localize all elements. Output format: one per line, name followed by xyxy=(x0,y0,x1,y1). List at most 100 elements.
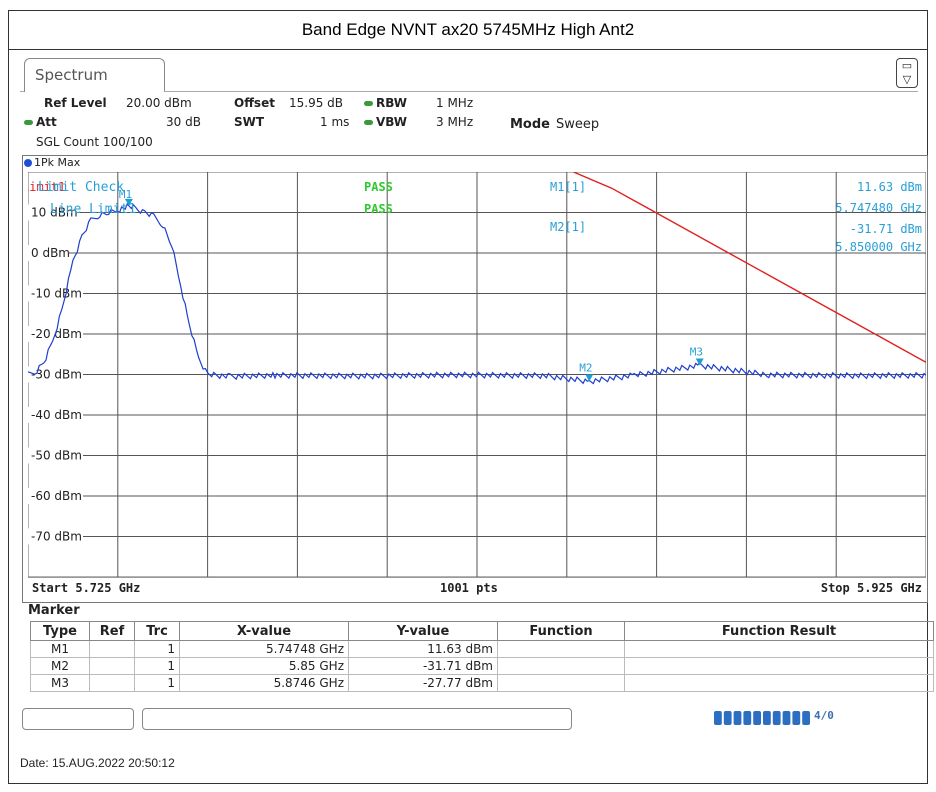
marker-table-header: Ref xyxy=(89,621,135,641)
marker-table-cell: -27.77 dBm xyxy=(348,674,498,692)
marker-table-cell: M1 xyxy=(30,640,90,658)
marker-table-cell: M3 xyxy=(30,674,90,692)
y-tick-label: -30 dBm xyxy=(31,368,82,382)
marker-table-header: Function xyxy=(497,621,625,641)
parameter-panel: Ref Level 20.00 dBm Offset 15.95 dB RBW … xyxy=(24,94,914,154)
limit-tag: Limit1 xyxy=(28,180,65,194)
marker3-tag: M3 xyxy=(690,345,703,358)
y-tick-label: -70 dBm xyxy=(31,530,82,544)
display-config-icon[interactable]: ▭ ▽ xyxy=(896,58,918,88)
trace-indicator-icon xyxy=(24,159,32,167)
coupled-indicator-icon xyxy=(24,120,33,125)
marker-table-header: X-value xyxy=(179,621,349,641)
pass-indicator: PASS xyxy=(364,180,393,194)
limit-check-label: Limit Check xyxy=(38,180,124,195)
progress-segment xyxy=(733,711,742,725)
page-title: Band Edge NVNT ax20 5745MHz High Ant2 xyxy=(9,11,927,50)
marker-table-cell: 11.63 dBm xyxy=(348,640,498,658)
tick-label-background xyxy=(28,204,76,221)
marker2-readout-label: M2[1] xyxy=(550,220,586,234)
trace-line xyxy=(28,202,926,385)
tick-label-background xyxy=(28,285,83,302)
tick-label-background xyxy=(28,488,83,504)
sgl-count: SGL Count 100/100 xyxy=(36,135,153,149)
tab-spectrum[interactable]: Spectrum xyxy=(24,58,165,92)
y-tick-label: -10 dBm xyxy=(31,287,82,301)
tab-divider xyxy=(164,91,918,92)
status-message-field xyxy=(142,708,572,730)
tick-label-background xyxy=(28,528,83,545)
offset-label: Offset xyxy=(234,96,275,110)
marker-table-cell xyxy=(497,674,625,692)
marker-table-row[interactable]: M2 1 5.85 GHz -31.71 dBm xyxy=(30,657,934,675)
rbw-value[interactable]: 1 MHz xyxy=(436,96,474,110)
sweep-points: 1001 pts xyxy=(440,581,498,595)
status-field-left xyxy=(22,708,134,730)
rbw-label: RBW xyxy=(376,96,407,110)
sweep-progress-bar xyxy=(714,711,810,725)
marker-table-cell xyxy=(624,674,934,692)
y-tick-label: 10 dBm xyxy=(31,206,78,220)
progress-segment xyxy=(802,711,810,725)
marker2-tag: M2 xyxy=(579,361,592,374)
swt-value[interactable]: 1 ms xyxy=(320,115,350,129)
coupled-indicator-icon xyxy=(364,120,373,125)
vbw-indicator: VBW xyxy=(364,115,407,129)
marker-table-cell xyxy=(624,657,934,675)
marker1-frequency: 5.747480 GHz xyxy=(835,201,922,215)
y-tick-label: -40 dBm xyxy=(31,408,82,422)
coupled-indicator-icon xyxy=(364,101,373,106)
y-tick-label: -20 dBm xyxy=(31,327,82,341)
marker-table-cell xyxy=(89,674,135,692)
tick-label-background xyxy=(28,407,83,423)
marker-table-row[interactable]: M3 1 5.8746 GHz -27.77 dBm xyxy=(30,674,934,692)
vbw-value[interactable]: 3 MHz xyxy=(436,115,474,129)
progress-segment xyxy=(772,711,781,725)
progress-segment xyxy=(723,711,732,725)
marker-table-cell: 1 xyxy=(134,657,180,675)
marker2-frequency: 5.850000 GHz xyxy=(835,240,922,254)
progress-segment xyxy=(714,711,722,725)
offset-value[interactable]: 15.95 dB xyxy=(289,96,344,110)
line-limit-label: Line Limit1 xyxy=(50,202,136,217)
progress-segment xyxy=(792,711,801,725)
marker-table-cell: 5.74748 GHz xyxy=(179,640,349,658)
y-tick-label: -50 dBm xyxy=(31,449,82,463)
y-tick-label: 0 dBm xyxy=(31,246,70,260)
marker-table-cell xyxy=(497,657,625,675)
att-value[interactable]: 30 dB xyxy=(166,115,201,129)
marker-triangle xyxy=(124,198,133,206)
spectrum-plot[interactable]: 10 dBm 0 dBm -10 dBm -20 dBm -30 dBm -40 dBm -… xyxy=(28,172,926,577)
marker-table-cell: 1 xyxy=(134,674,180,692)
marker-table-cell: -31.71 dBm xyxy=(348,657,498,675)
tick-label-background xyxy=(28,447,83,464)
rbw-indicator: RBW xyxy=(364,96,407,110)
progress-label: 4/0 xyxy=(814,709,834,722)
plot-area-frame xyxy=(22,155,928,603)
limit-line xyxy=(573,172,926,363)
trace-name: 1Pk Max xyxy=(34,156,81,169)
marker2-level: -31.71 dBm xyxy=(850,222,922,236)
marker-table-cell xyxy=(89,657,135,675)
att-indicator: Att xyxy=(24,115,57,129)
marker-table-cell: M2 xyxy=(30,657,90,675)
marker-table-cell: 5.8746 GHz xyxy=(179,674,349,692)
marker-table-cell: 1 xyxy=(134,640,180,658)
marker-table-header: Type xyxy=(30,621,90,641)
ref-level-value[interactable]: 20.00 dBm xyxy=(126,96,192,110)
stop-frequency: Stop 5.925 GHz xyxy=(820,581,922,595)
y-tick-label: -60 dBm xyxy=(31,489,82,503)
marker-table-cell xyxy=(89,640,135,658)
marker-table-cell xyxy=(624,640,934,658)
marker1-readout-label: M1[1] xyxy=(550,180,586,194)
progress-segment xyxy=(743,711,752,725)
mode-value[interactable]: Sweep xyxy=(556,117,600,132)
trace-label: 1Pk Max xyxy=(24,156,80,169)
marker-triangle xyxy=(585,374,594,382)
ref-level-label: Ref Level xyxy=(44,96,107,110)
progress-segment xyxy=(763,711,771,725)
marker-table-row[interactable]: M1 1 5.74748 GHz 11.63 dBm xyxy=(30,640,934,658)
swt-label: SWT xyxy=(234,115,265,129)
marker-triangle xyxy=(695,358,704,366)
marker-table-title: Marker xyxy=(28,603,80,618)
